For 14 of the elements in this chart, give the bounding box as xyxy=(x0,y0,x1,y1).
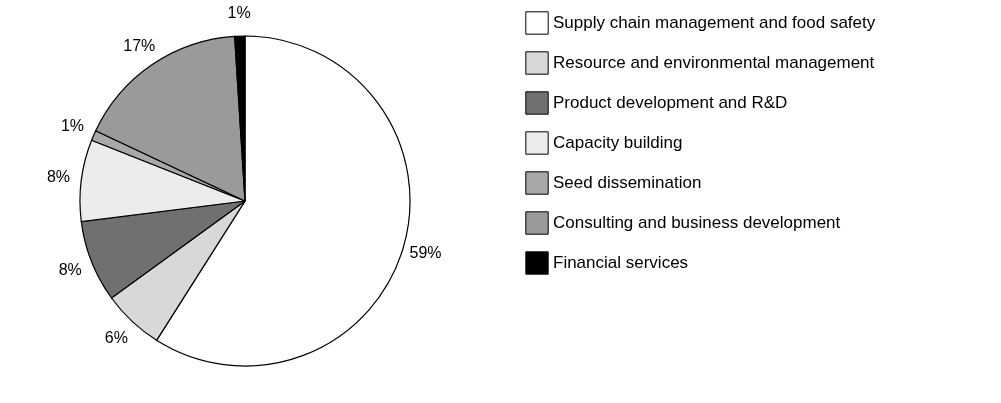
data-label: 17% xyxy=(123,36,156,54)
data-label: 1% xyxy=(227,4,251,22)
legend-label: Supply chain management and food safety xyxy=(553,13,876,32)
data-label: 6% xyxy=(104,329,128,347)
data-label: 8% xyxy=(46,168,71,186)
legend-label: Resource and environmental management xyxy=(553,53,875,72)
data-label: 59% xyxy=(409,244,442,262)
legend-label: Financial services xyxy=(553,253,689,272)
legend-label: Consulting and business development xyxy=(553,213,841,232)
legend-label: Seed dissemination xyxy=(553,173,702,192)
data-label: 1% xyxy=(60,117,85,135)
data-label: 8% xyxy=(58,261,82,279)
legend-label: Product development and R&D xyxy=(553,93,788,112)
legend-label: Capacity building xyxy=(553,133,683,152)
